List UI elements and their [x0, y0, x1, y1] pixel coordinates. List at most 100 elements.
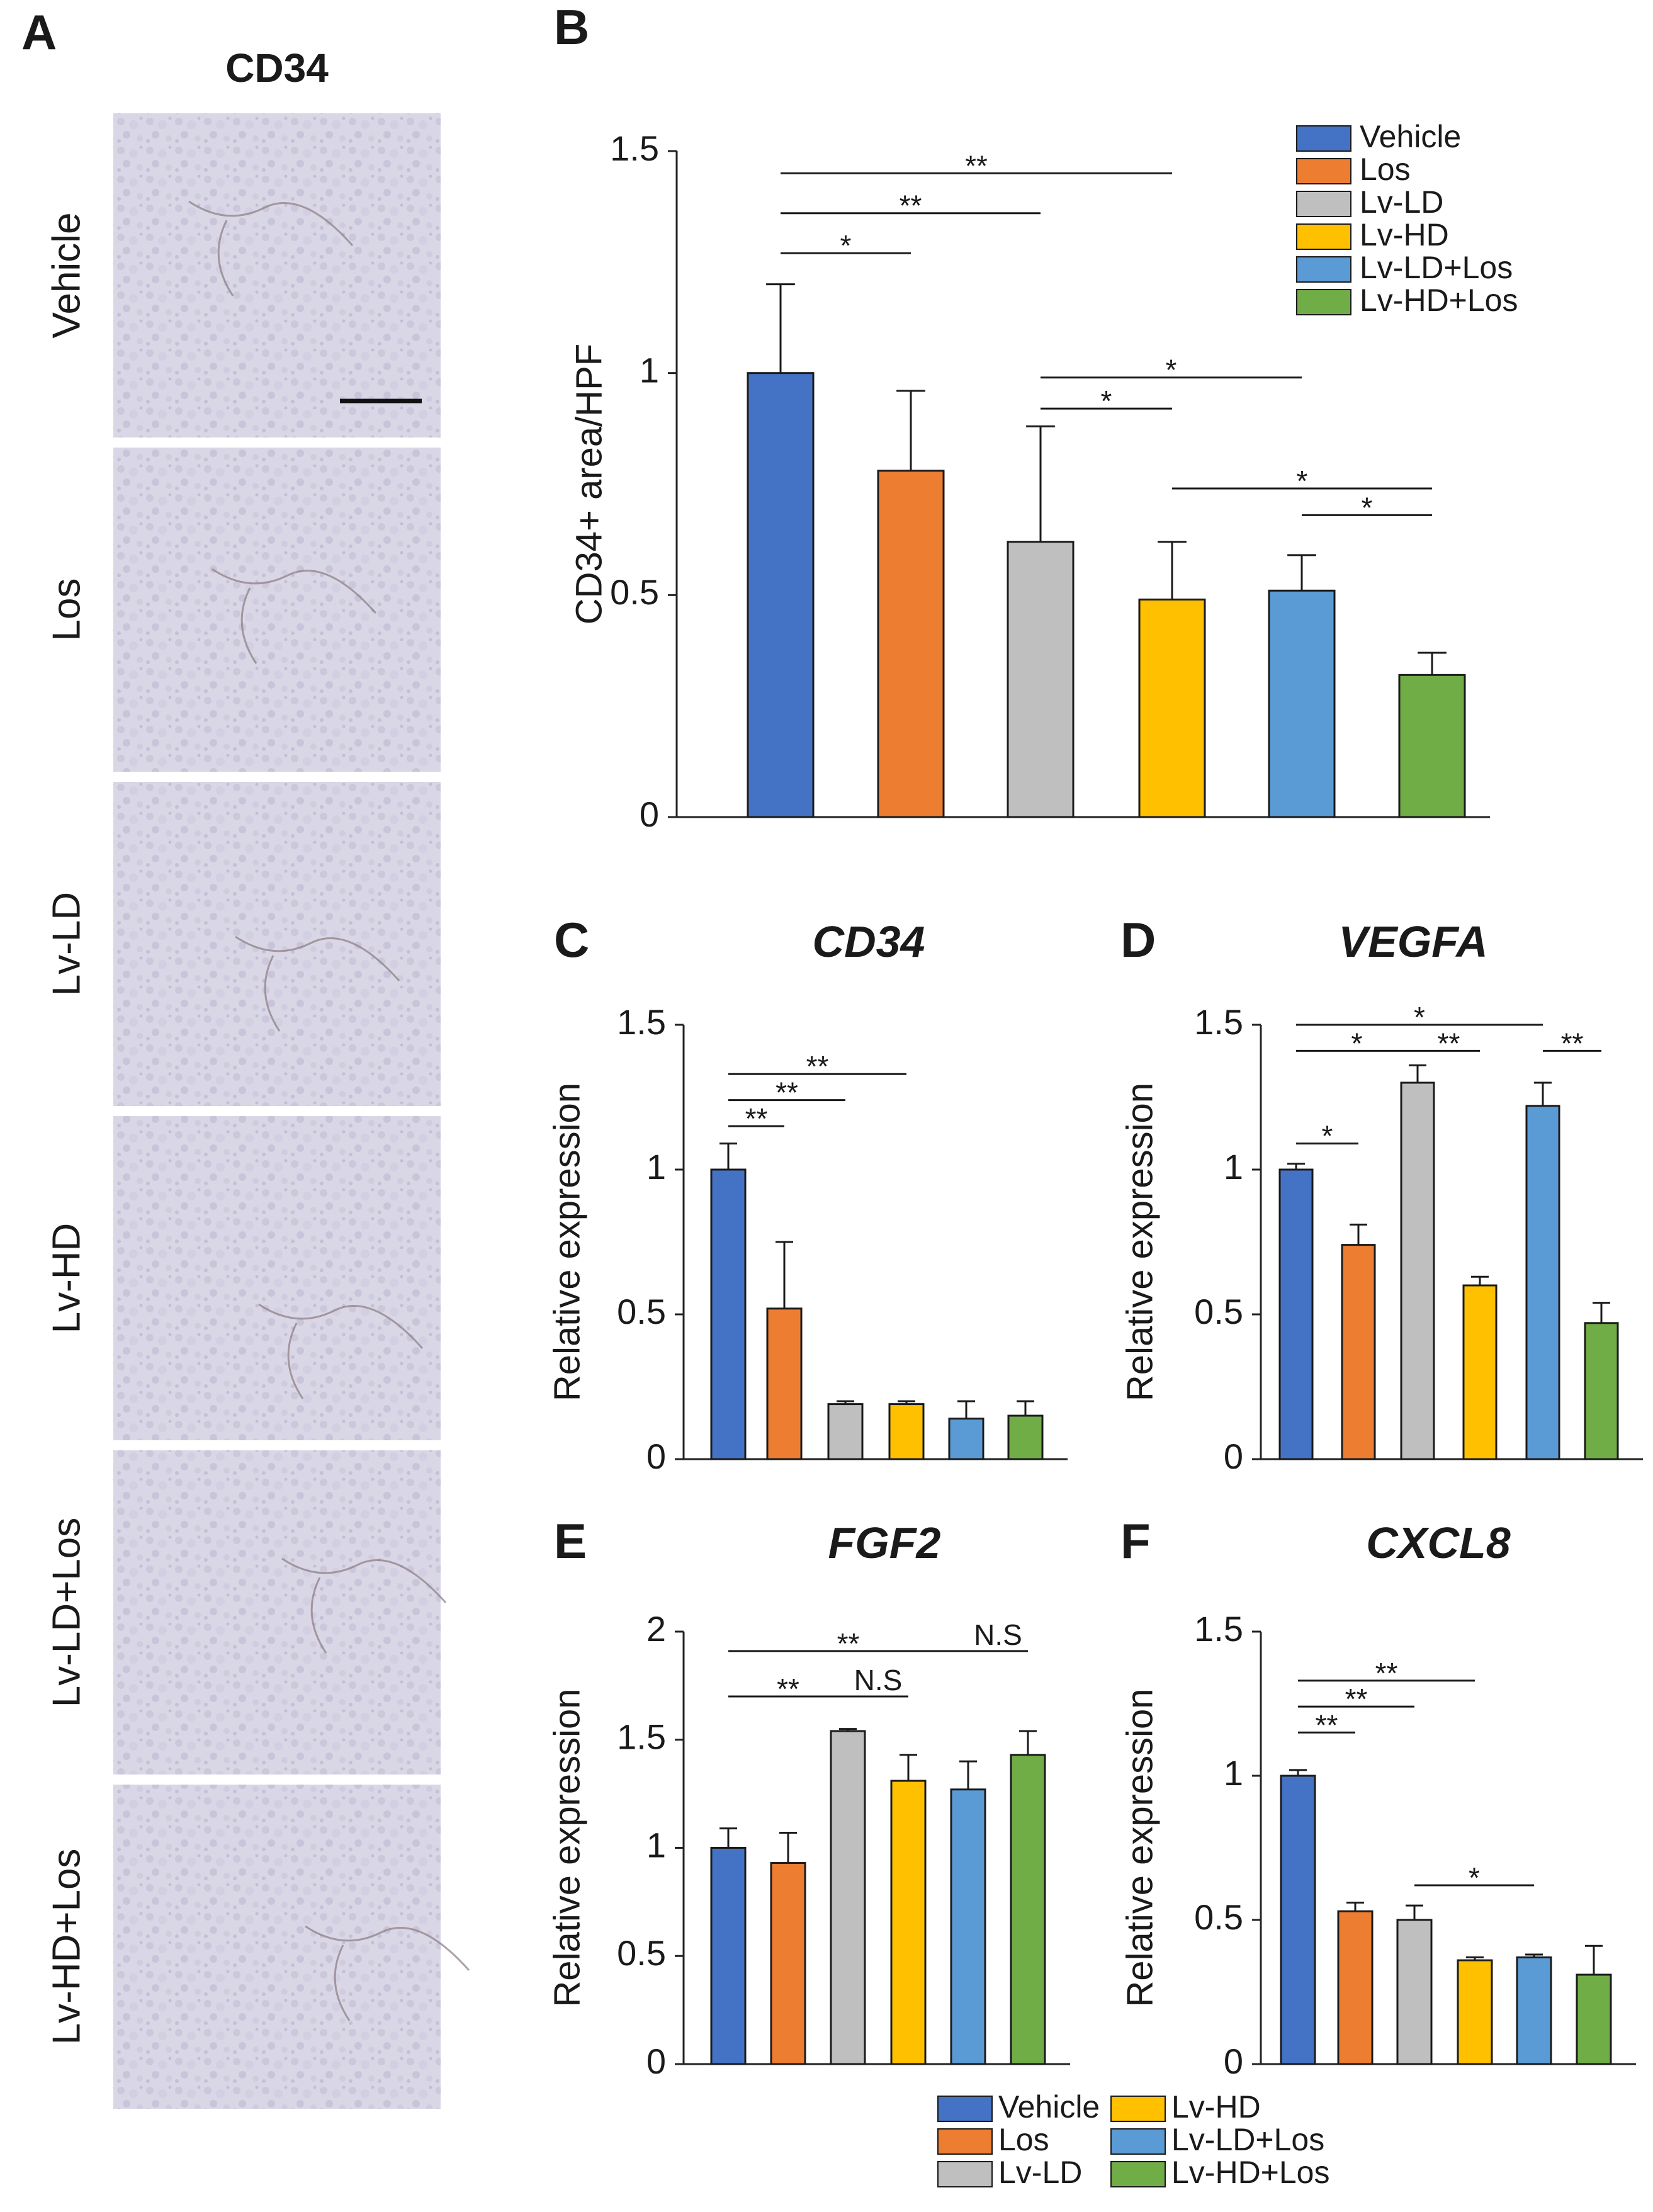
- vessel-stain: [305, 1925, 470, 2021]
- bar-lv-hd: [890, 1780, 927, 2065]
- significance-bracket: **: [728, 1673, 848, 1705]
- error-bar-lv-hd-los: [1593, 1302, 1610, 1323]
- micrograph-lv-ld-los: Lv-LD+Los: [45, 1450, 447, 1775]
- row-label-lv-hd: Lv-HD: [45, 1223, 88, 1334]
- y-axis-label: Relative expression: [546, 1688, 587, 2007]
- y-tick-label: 0.5: [1194, 1897, 1243, 1937]
- significance-label: **: [1561, 1027, 1584, 1059]
- legend-swatch: [1296, 191, 1351, 217]
- legend-label: Lv-HD: [1171, 2089, 1261, 2125]
- legend-swatch: [937, 2161, 993, 2187]
- legend-b-item-vehicle: Vehicle: [1296, 119, 1461, 154]
- error-bar-lv-ld-los: [1287, 554, 1316, 591]
- bar-lv-hd-los: [1398, 674, 1466, 818]
- panel-a-title: CD34: [225, 45, 329, 91]
- significance-label: **: [776, 1076, 798, 1109]
- legend-label: Lv-LD+Los: [1360, 250, 1513, 285]
- y-axis-label: Relative expression: [1119, 1083, 1160, 1401]
- significance-label: *: [1414, 1001, 1425, 1034]
- micrograph-vehicle: Vehicle: [45, 113, 441, 437]
- significance-label: *: [1297, 465, 1308, 497]
- bar-vehicle: [1278, 1168, 1314, 1460]
- significance-bracket: **: [728, 1050, 906, 1083]
- bar-lv-hd-los: [1010, 1754, 1046, 2065]
- y-tick-label: 0.5: [617, 1292, 666, 1331]
- y-tick-label: 0: [646, 1436, 666, 1476]
- legend-label: Lv-HD+Los: [1171, 2155, 1330, 2190]
- y-tick-label: 0: [1224, 1436, 1243, 1476]
- significance-bracket: **: [1298, 1708, 1355, 1741]
- legend-label: Lv-HD: [1360, 217, 1449, 252]
- row-label-lv-ld: Lv-LD: [45, 892, 88, 996]
- vessel-stain: [281, 1557, 447, 1654]
- error-bar-lv-hd: [898, 1400, 915, 1404]
- bar-lv-hd-los: [1576, 1973, 1612, 2065]
- legend-label: Lv-LD: [998, 2155, 1082, 2190]
- error-bar-lv-ld: [1026, 425, 1055, 542]
- legend-b-item-lv-ld-los: Lv-LD+Los: [1296, 250, 1513, 285]
- significance-label: **: [837, 1627, 860, 1660]
- bar-vehicle: [710, 1168, 747, 1460]
- y-tick-label: 1: [1224, 1753, 1243, 1793]
- bar-lv-ld-los: [950, 1788, 986, 2065]
- micrograph-image: [113, 1450, 441, 1775]
- significance-label: **: [1375, 1657, 1398, 1690]
- significance-label: *: [1101, 385, 1112, 417]
- significance-bracket: *: [1296, 1120, 1358, 1153]
- significance-bracket: *: [1296, 1027, 1418, 1059]
- micrograph-image: [113, 1116, 441, 1440]
- bar-lv-hd: [888, 1403, 925, 1460]
- error-bar-lv-hd-los: [1017, 1400, 1034, 1416]
- error-bar-lv-ld: [1409, 1064, 1426, 1083]
- micrograph-lv-hd: Lv-HD: [45, 1116, 441, 1440]
- legend-b-item-lv-hd: Lv-HD: [1296, 217, 1449, 252]
- error-bar-los: [779, 1831, 797, 1863]
- bar-lv-ld: [827, 1403, 864, 1460]
- y-tick-label: 0: [646, 2041, 666, 2081]
- legend-label: Vehicle: [1360, 119, 1461, 154]
- error-bar-los: [1346, 1902, 1364, 1912]
- error-bar-lv-ld-los: [957, 1400, 975, 1419]
- row-label-los: Los: [45, 578, 88, 641]
- legend-swatch: [1110, 2161, 1166, 2187]
- chart-title: CXCL8: [1366, 1518, 1511, 1567]
- error-bar-los: [1350, 1223, 1367, 1245]
- error-bar-vehicle: [719, 1827, 737, 1848]
- panel-letter-d: D: [1120, 912, 1156, 968]
- legend-swatch: [1296, 256, 1351, 283]
- legend-swatch: [1296, 158, 1351, 184]
- significance-bracket: **: [1298, 1657, 1475, 1690]
- vessel-stain: [212, 568, 377, 664]
- significance-bracket: **: [728, 1102, 784, 1135]
- significance-bracket: *: [1414, 1861, 1534, 1894]
- error-bar-lv-hd: [1471, 1275, 1489, 1285]
- panel-a: A CD34 Vehicle Los Lv-LD Lv-HD Lv-LD+Los Lv-H…: [21, 4, 470, 2109]
- significance-label: N.S: [974, 1618, 1022, 1651]
- legend-swatch: [1296, 223, 1351, 250]
- significance-label: *: [840, 229, 852, 262]
- error-bar-vehicle: [1289, 1769, 1307, 1776]
- legend-label: Lv-HD+Los: [1360, 283, 1518, 318]
- y-tick-label: 1: [646, 1825, 666, 1865]
- y-axis-label: Relative expression: [1119, 1688, 1160, 2007]
- significance-label: N.S: [854, 1664, 903, 1696]
- significance-bracket: N.S: [968, 1618, 1028, 1652]
- row-label-lv-hd-los: Lv-HD+Los: [45, 1849, 88, 2045]
- error-bar-lv-hd: [1466, 1956, 1484, 1961]
- legend-swatch: [1296, 289, 1351, 315]
- significance-bracket: *: [1041, 385, 1172, 417]
- legend-swatch: [1110, 2128, 1166, 2155]
- bar-los: [1337, 1910, 1374, 2065]
- significance-bracket: *: [781, 229, 911, 262]
- micrograph-image: [113, 1785, 441, 2109]
- legend-b-item-lv-ld: Lv-LD: [1296, 184, 1443, 220]
- significance-label: **: [900, 189, 922, 222]
- y-tick-label: 0.5: [617, 1933, 666, 1973]
- bar-lv-ld-los: [948, 1418, 984, 1460]
- significance-label: **: [1438, 1027, 1460, 1059]
- y-tick-label: 1.5: [610, 128, 659, 168]
